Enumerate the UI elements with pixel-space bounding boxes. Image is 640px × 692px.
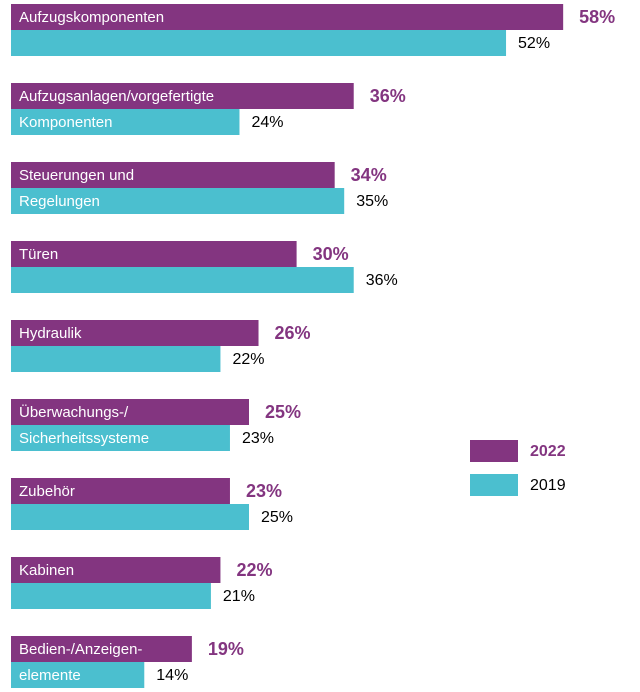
bar — [11, 425, 230, 451]
category-label: Türen — [19, 246, 58, 263]
legend-label: 2022 — [530, 443, 566, 460]
value-label: 30% — [313, 244, 349, 264]
bar — [11, 267, 354, 293]
value-label: 58% — [579, 7, 615, 27]
value-label: 22% — [236, 560, 272, 580]
category-label: Überwachungs-/ — [19, 403, 129, 421]
value-label: 23% — [242, 430, 274, 447]
category-label: Aufzugskomponenten — [19, 9, 164, 26]
value-label: 36% — [370, 86, 406, 106]
category-label: elemente — [19, 667, 81, 684]
legend-swatch — [470, 440, 518, 462]
legend-swatch — [470, 474, 518, 496]
value-label: 35% — [356, 193, 388, 210]
bar — [11, 109, 240, 135]
category-label: Steuerungen und — [19, 167, 134, 184]
value-label: 52% — [518, 35, 550, 52]
category-label: Kabinen — [19, 562, 74, 579]
value-label: 24% — [251, 114, 283, 131]
value-label: 25% — [261, 509, 293, 526]
bar — [11, 583, 211, 609]
bar — [11, 346, 221, 372]
value-label: 19% — [208, 639, 244, 659]
value-label: 34% — [351, 165, 387, 185]
bar — [11, 83, 354, 109]
value-label: 21% — [223, 588, 255, 605]
bar — [11, 320, 259, 346]
value-label: 14% — [156, 667, 188, 684]
legend-label: 2019 — [530, 477, 566, 494]
bar — [11, 30, 507, 56]
value-label: 25% — [265, 402, 301, 422]
bar — [11, 399, 249, 425]
category-label: Komponenten — [19, 114, 112, 131]
value-label: 36% — [366, 272, 398, 289]
category-label: Zubehör — [19, 483, 75, 500]
value-label: 23% — [246, 481, 282, 501]
category-label: Sicherheitssysteme — [19, 430, 149, 447]
bar — [11, 241, 297, 267]
bar — [11, 478, 230, 504]
bar — [11, 662, 145, 688]
category-label: Regelungen — [19, 193, 100, 210]
bar — [11, 636, 192, 662]
value-label: 22% — [232, 351, 264, 368]
bar — [11, 162, 335, 188]
bar — [11, 4, 564, 30]
bar — [11, 504, 249, 530]
category-label: Bedien-/Anzeigen- — [19, 641, 142, 658]
bar — [11, 188, 345, 214]
category-label: Hydraulik — [19, 325, 82, 342]
value-label: 26% — [275, 323, 311, 343]
category-label: Aufzugsanlagen/vorgefertigte — [19, 88, 214, 105]
bar — [11, 557, 221, 583]
